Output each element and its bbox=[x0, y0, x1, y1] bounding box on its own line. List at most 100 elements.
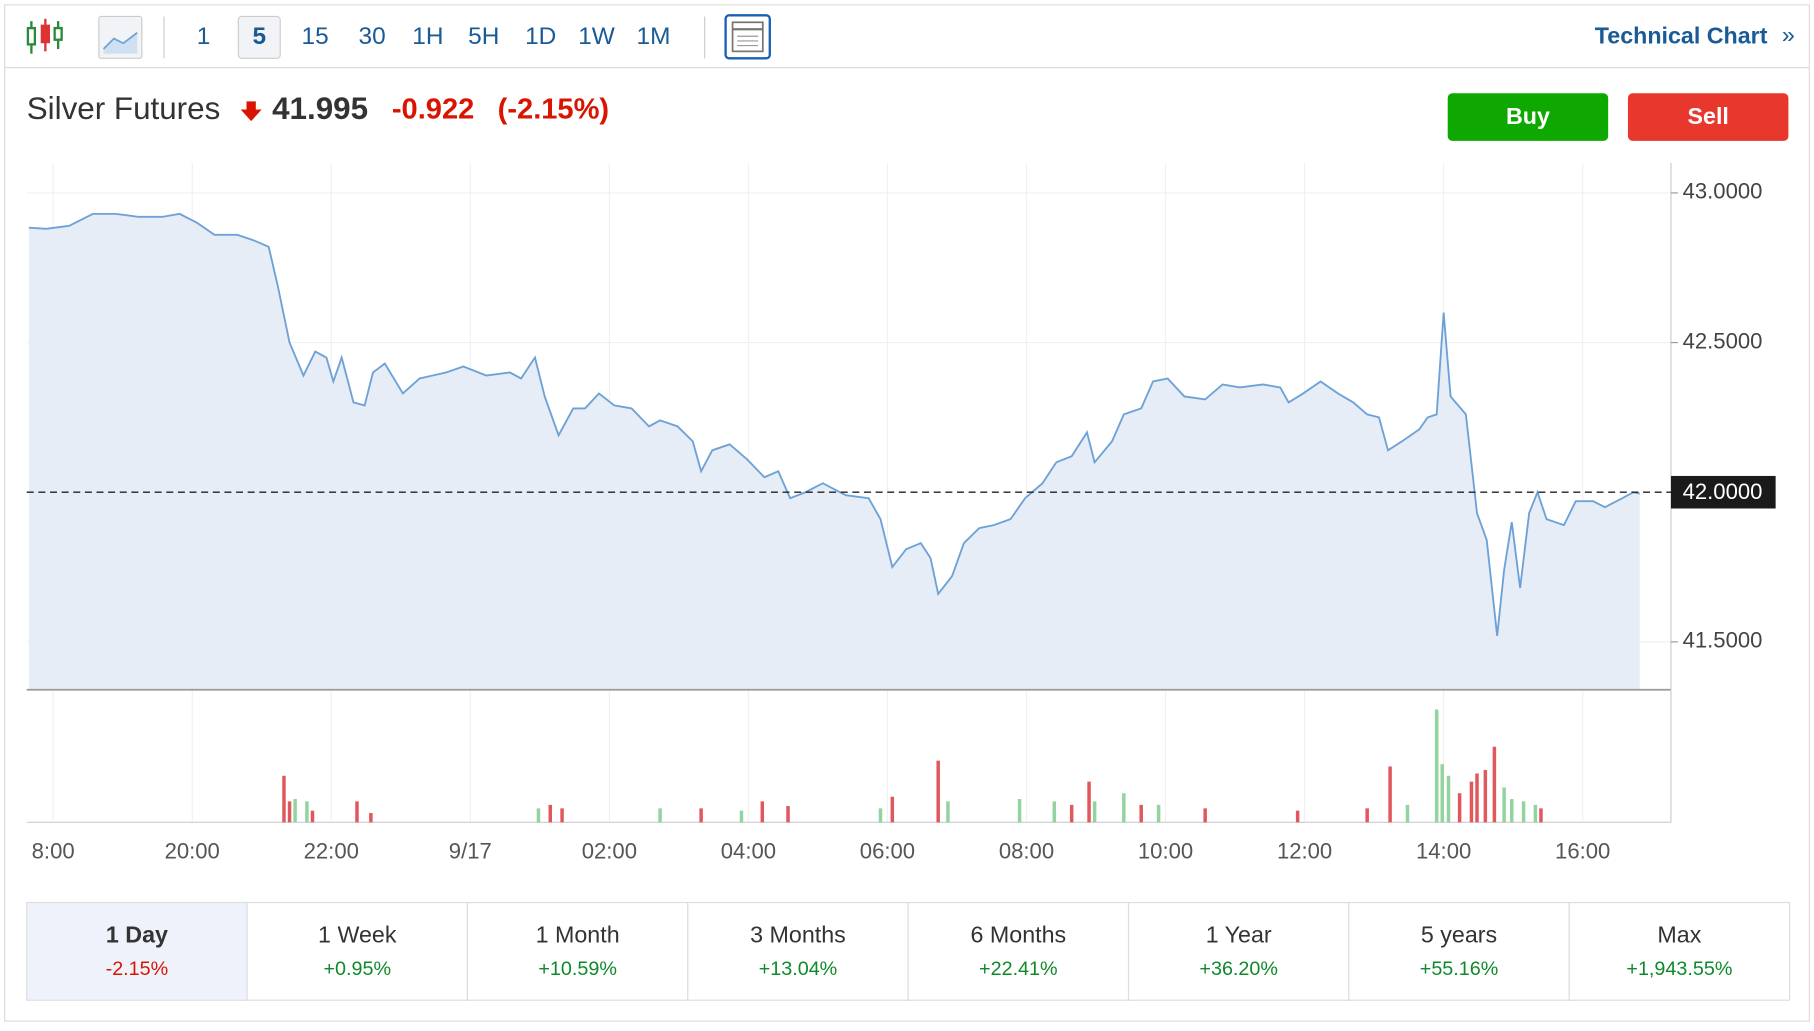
period-tabs: 1 Day -2.15% 1 Week +0.95% 1 Month +10.59% 3 M… bbox=[26, 901, 1791, 1001]
period-change[interactable]: +36.20% bbox=[1199, 958, 1278, 980]
price-area bbox=[28, 213, 1640, 690]
x-tick-label: 8:00 bbox=[32, 838, 75, 863]
volume-bar bbox=[1434, 709, 1439, 823]
period-tab[interactable] bbox=[907, 901, 1130, 1001]
buy-label[interactable]: Buy bbox=[1506, 103, 1550, 129]
period-label[interactable]: 1 Day bbox=[106, 921, 168, 947]
period-tab[interactable] bbox=[246, 901, 469, 1001]
volume-bar bbox=[1092, 801, 1097, 823]
interval-button[interactable]: 15 bbox=[302, 23, 329, 50]
period-label[interactable]: Max bbox=[1657, 921, 1701, 947]
period-change[interactable]: +13.04% bbox=[759, 958, 838, 980]
interval-button[interactable]: 5 bbox=[253, 23, 267, 50]
volume-bar bbox=[936, 760, 940, 823]
interval-button[interactable]: 1D bbox=[525, 23, 556, 50]
volume-bar bbox=[1521, 801, 1526, 823]
volume-bar bbox=[1475, 773, 1479, 823]
period-tab[interactable] bbox=[1127, 901, 1350, 1001]
period-label[interactable]: 1 Year bbox=[1206, 921, 1272, 947]
volume-bar bbox=[1502, 787, 1506, 823]
volume-bar bbox=[1295, 810, 1300, 823]
sell-button[interactable]: Sell bbox=[1627, 93, 1789, 141]
technical-chart-icon[interactable]: » bbox=[1782, 21, 1795, 47]
interval-active-bg bbox=[237, 15, 281, 59]
volume-bar bbox=[1539, 808, 1543, 823]
volume-bar bbox=[293, 799, 297, 823]
period-tab[interactable] bbox=[466, 901, 689, 1001]
volume-bar bbox=[1017, 799, 1022, 823]
period-label[interactable]: 3 Months bbox=[750, 921, 846, 947]
volume-bar bbox=[310, 810, 315, 823]
x-tick-label: 20:00 bbox=[165, 838, 220, 863]
period-label[interactable]: 1 Week bbox=[318, 921, 397, 947]
layout-icon[interactable] bbox=[724, 14, 771, 60]
volume-bar bbox=[878, 808, 883, 823]
x-tick-label: 22:00 bbox=[304, 838, 359, 863]
interval-button[interactable]: 1 bbox=[197, 23, 211, 50]
x-tick-label: 10:00 bbox=[1138, 838, 1193, 863]
interval-button[interactable]: 30 bbox=[359, 23, 386, 50]
y-tick-label: 41.5000 bbox=[1683, 628, 1763, 653]
period-tab[interactable] bbox=[1568, 901, 1791, 1001]
x-tick-label: 06:00 bbox=[860, 838, 915, 863]
volume-bar bbox=[369, 813, 373, 823]
period-change[interactable]: -2.15% bbox=[106, 958, 169, 980]
period-change[interactable]: +10.59% bbox=[538, 958, 617, 980]
volume-bar bbox=[282, 775, 286, 823]
x-tick-label: 04:00 bbox=[721, 838, 776, 863]
volume-bar bbox=[1139, 804, 1143, 823]
volume-bar bbox=[1446, 775, 1451, 823]
candle-icon[interactable] bbox=[26, 18, 63, 54]
sell-label[interactable]: Sell bbox=[1688, 103, 1729, 129]
period-change[interactable]: +22.41% bbox=[979, 958, 1058, 980]
volume-bar bbox=[1405, 804, 1410, 823]
volume-bar bbox=[1469, 781, 1474, 823]
interval-button[interactable]: 1M bbox=[637, 23, 671, 50]
period-change[interactable]: +1,943.55% bbox=[1626, 958, 1732, 980]
volume-bar bbox=[760, 801, 765, 823]
x-tick-label: 08:00 bbox=[999, 838, 1054, 863]
chart: Investing.com43.000042.500041.500042.000… bbox=[26, 162, 1776, 863]
area-icon[interactable] bbox=[98, 15, 143, 59]
down-arrow bbox=[240, 101, 262, 122]
volume-bar bbox=[946, 801, 950, 823]
y-tick-label: 43.0000 bbox=[1683, 179, 1763, 204]
volume-bar bbox=[786, 806, 790, 823]
volume-bar bbox=[699, 808, 703, 823]
buy-button[interactable]: Buy bbox=[1447, 93, 1609, 141]
period-label[interactable]: 1 Month bbox=[536, 921, 620, 947]
volume-bar bbox=[1483, 769, 1488, 823]
x-tick-label: 16:00 bbox=[1555, 838, 1610, 863]
volume-bar bbox=[548, 804, 553, 823]
volume-bar bbox=[1069, 804, 1074, 823]
y-tick-label: 42.5000 bbox=[1683, 328, 1763, 353]
period-label[interactable]: 6 Months bbox=[971, 921, 1067, 947]
period-label[interactable]: 5 years bbox=[1421, 921, 1497, 947]
volume-bar bbox=[739, 810, 744, 823]
x-tick-label: 9/17 bbox=[449, 838, 492, 863]
volume-bar bbox=[1440, 764, 1444, 823]
price-change-percent: (-2.15%) bbox=[498, 93, 609, 125]
period-change[interactable]: +55.16% bbox=[1420, 958, 1499, 980]
interval-button[interactable]: 1W bbox=[578, 23, 615, 50]
volume-bar bbox=[658, 808, 662, 823]
period-tab[interactable] bbox=[1348, 901, 1570, 1001]
volume-bar bbox=[1087, 781, 1091, 823]
period-tab[interactable] bbox=[26, 901, 248, 1001]
period-change[interactable]: +0.95% bbox=[324, 958, 392, 980]
price: 41.995 bbox=[272, 91, 368, 126]
volume-bar bbox=[1388, 766, 1392, 823]
interval-button[interactable]: 5H bbox=[468, 23, 499, 50]
x-tick-label: 02:00 bbox=[582, 838, 637, 863]
volume-bar bbox=[1457, 793, 1462, 823]
volume-bar bbox=[1156, 804, 1161, 823]
volume-bar bbox=[1122, 793, 1126, 823]
volume-bar bbox=[1203, 808, 1207, 823]
interval-button[interactable]: 1H bbox=[412, 23, 443, 50]
volume-bar bbox=[890, 796, 895, 823]
instrument-name: Silver Futures bbox=[27, 91, 221, 126]
period-tab[interactable] bbox=[687, 901, 909, 1001]
technical-chart-link[interactable]: Technical Chart bbox=[1595, 23, 1768, 49]
